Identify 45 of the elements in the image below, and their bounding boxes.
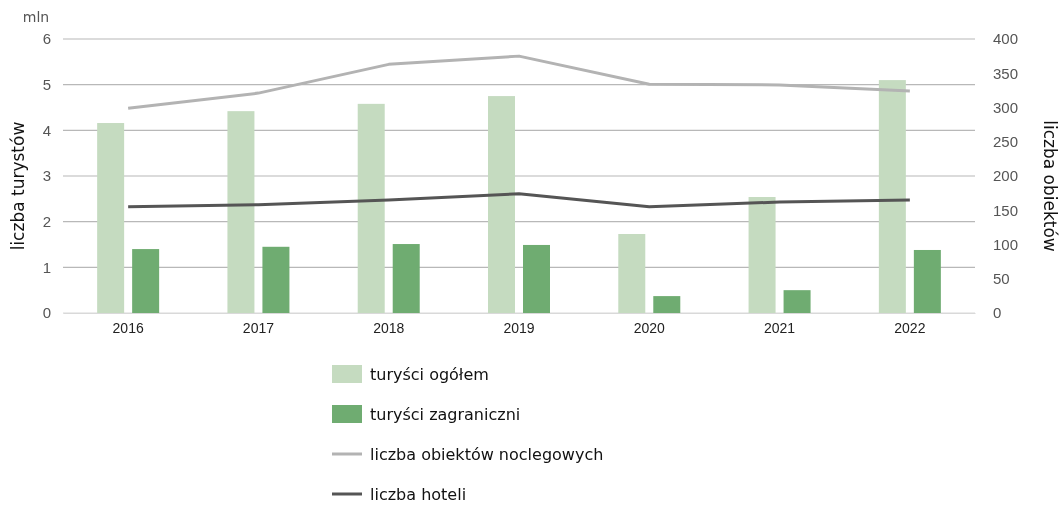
y-axis-title: liczba turystów bbox=[8, 121, 28, 251]
bar bbox=[878, 80, 906, 313]
legend-label: liczba hoteli bbox=[370, 485, 467, 504]
x-tick-label: 2016 bbox=[112, 319, 144, 336]
line-series bbox=[126, 192, 912, 209]
bar bbox=[357, 103, 385, 313]
bar bbox=[783, 290, 811, 313]
bar bbox=[97, 123, 125, 313]
bar bbox=[132, 249, 160, 313]
bar bbox=[913, 249, 941, 313]
y-tick-label: 4 bbox=[42, 121, 51, 139]
y2-tick-label: 0 bbox=[993, 304, 1002, 322]
x-tick-label: 2018 bbox=[373, 319, 405, 336]
y2-tick-label: 200 bbox=[993, 167, 1019, 185]
y-tick-label: 6 bbox=[42, 30, 51, 48]
y2-axis-title: liczba obiektów bbox=[1040, 120, 1060, 252]
bar bbox=[653, 296, 681, 313]
legend-label: liczba obiektów noclegowych bbox=[370, 445, 604, 464]
x-tick-label: 2017 bbox=[242, 319, 275, 336]
text: mln bbox=[22, 9, 50, 25]
x-tick-label: 2020 bbox=[633, 319, 666, 336]
y2-tick-label: 50 bbox=[993, 270, 1010, 288]
y2-tick-label: 250 bbox=[993, 133, 1019, 151]
bar bbox=[227, 111, 255, 313]
legend-label: turyści zagraniczni bbox=[370, 405, 521, 424]
bar bbox=[488, 96, 515, 313]
bar bbox=[392, 244, 420, 313]
y2-tick-label: 150 bbox=[993, 201, 1019, 219]
bar bbox=[618, 234, 646, 313]
x-tick-label: 2021 bbox=[763, 319, 796, 336]
y2-tick-label: 300 bbox=[993, 98, 1019, 116]
legend-label: turyści ogółem bbox=[370, 365, 489, 384]
x-tick-label: 2022 bbox=[894, 319, 926, 336]
y-tick-label: 0 bbox=[42, 304, 51, 322]
bar bbox=[262, 246, 290, 313]
y-tick-label: 5 bbox=[42, 75, 51, 93]
y-tick-label: 2 bbox=[42, 212, 51, 230]
y2-tick-label: 400 bbox=[993, 30, 1019, 48]
x-tick-label: 2019 bbox=[503, 319, 535, 336]
bar bbox=[523, 244, 550, 313]
bar bbox=[748, 197, 776, 313]
y-tick-label: 1 bbox=[42, 258, 51, 276]
y2-tick-label: 100 bbox=[993, 235, 1019, 253]
y-tick-label: 3 bbox=[42, 167, 51, 185]
y2-tick-label: 350 bbox=[993, 64, 1019, 82]
